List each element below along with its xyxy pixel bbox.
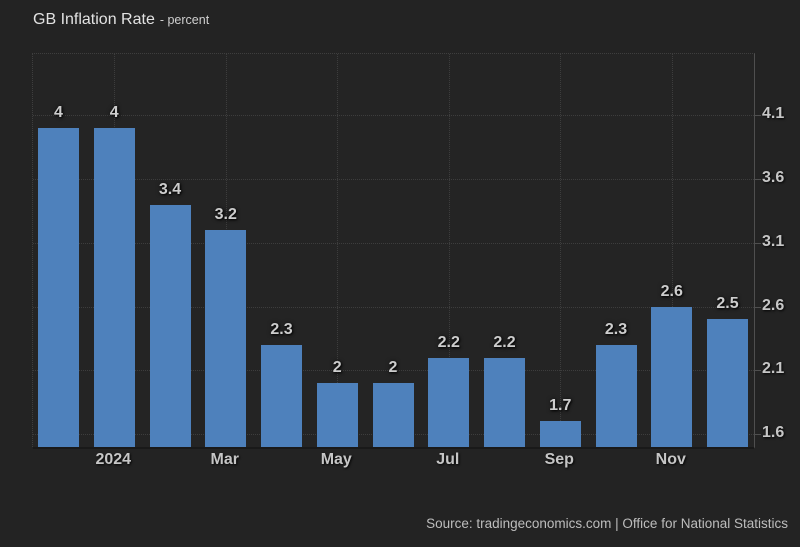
x-gridline <box>448 54 450 447</box>
x-axis-label: Nov <box>655 451 686 468</box>
bar[interactable] <box>539 421 581 447</box>
y-axis-label: 2.1 <box>762 360 785 378</box>
bar[interactable] <box>149 204 191 447</box>
y-axis-label: 2.6 <box>762 296 785 314</box>
bar-value-label: 2.5 <box>716 295 739 313</box>
bar[interactable] <box>484 357 525 447</box>
chart-subtitle: - percent <box>159 13 210 27</box>
y-gridline <box>33 115 754 117</box>
bar-value-label: 4 <box>54 104 63 122</box>
bar[interactable] <box>372 383 414 447</box>
x-gridline <box>671 54 673 447</box>
bar-value-label: 4 <box>109 104 119 122</box>
y-axis-label: 4.1 <box>762 105 785 123</box>
x-gridline <box>560 54 562 447</box>
source-attribution: Source: tradingeconomics.com | Office fo… <box>426 516 788 531</box>
bar[interactable] <box>93 128 135 447</box>
y-axis-tick <box>754 179 761 181</box>
y-gridline <box>33 242 754 244</box>
y-axis-label: 1.6 <box>762 424 785 442</box>
y-axis-tick <box>754 115 761 117</box>
chart-title-text: GB Inflation Rate <box>33 11 155 28</box>
x-axis-label: May <box>320 451 352 468</box>
y-axis-tick <box>754 242 761 244</box>
x-axis-label: Mar <box>210 451 239 468</box>
bar[interactable] <box>707 319 748 447</box>
y-axis-label: 3.1 <box>762 232 785 250</box>
plot-area: 4 4 3.4 3.2 2.3 2 2 2.2 2.2 1.7 2.3 2.6 2.5 <box>32 53 761 449</box>
y-axis-tick <box>754 434 761 436</box>
bar-value-label: 2 <box>332 359 342 377</box>
bar-value-label: 3.2 <box>214 206 237 224</box>
bar-value-label: 1.7 <box>549 397 572 415</box>
x-axis-label: 2024 <box>95 451 132 468</box>
y-gridline <box>33 179 754 181</box>
chart-title: GB Inflation Rate - percent <box>33 11 209 29</box>
x-axis-label: Sep <box>544 451 574 468</box>
y-gridline <box>33 370 754 372</box>
bar-value-label: 2.3 <box>604 320 628 338</box>
bar[interactable] <box>651 306 693 447</box>
x-gridline <box>337 54 339 447</box>
bar-value-label: 2.3 <box>270 320 293 338</box>
bar-value-label: 3.4 <box>158 180 182 198</box>
bar-value-label: 2.2 <box>437 333 460 351</box>
bar[interactable] <box>428 357 470 447</box>
bar[interactable] <box>595 344 637 447</box>
y-axis-tick <box>754 370 761 372</box>
bar[interactable] <box>205 230 247 447</box>
y-axis-tick <box>754 306 761 308</box>
bar[interactable] <box>38 128 79 447</box>
bar[interactable] <box>316 383 358 447</box>
bar-value-label: 2.2 <box>493 333 516 351</box>
y-axis-label: 3.6 <box>762 169 785 187</box>
bar-value-label: 2.6 <box>660 282 683 300</box>
y-gridline <box>33 306 754 308</box>
bar[interactable] <box>261 344 302 447</box>
x-axis-label: Jul <box>436 451 460 468</box>
bar-value-label: 2 <box>388 359 398 377</box>
